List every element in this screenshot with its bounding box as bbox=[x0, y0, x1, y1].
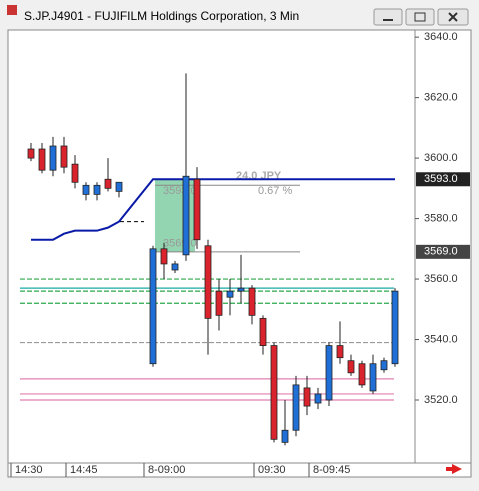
candle-body bbox=[149, 248, 157, 365]
candle-body bbox=[204, 245, 212, 319]
candle-body bbox=[358, 363, 366, 386]
candle-body bbox=[292, 384, 300, 431]
minimize-button[interactable] bbox=[373, 8, 403, 26]
candle-body bbox=[38, 148, 46, 171]
scroll-arrow[interactable] bbox=[446, 464, 462, 474]
measure-label: 0.67 % bbox=[258, 185, 292, 197]
y-tick-label: 3600.0 bbox=[424, 152, 458, 164]
time-axis bbox=[7, 462, 472, 478]
price-marker bbox=[416, 244, 470, 259]
price-marker-label: 3569.0 bbox=[424, 246, 458, 258]
candle-body bbox=[259, 317, 267, 346]
candle-body bbox=[160, 248, 168, 265]
maximize-icon bbox=[414, 12, 426, 22]
candle-body bbox=[314, 393, 322, 404]
candle-body bbox=[93, 184, 101, 195]
candle-body bbox=[391, 290, 399, 365]
candle-body bbox=[71, 163, 79, 183]
candle-body bbox=[115, 181, 123, 192]
x-tick-label: 14:45 bbox=[70, 464, 98, 476]
measure-label: 3593.0 bbox=[163, 185, 197, 197]
x-tick-label: 09:30 bbox=[258, 464, 286, 476]
candle-body bbox=[171, 263, 179, 271]
y-tick-label: 3560.0 bbox=[424, 273, 458, 285]
trend-line bbox=[31, 178, 395, 241]
x-tick-label: 8-09:00 bbox=[148, 464, 185, 476]
price-marker-label: 3593.0 bbox=[424, 173, 458, 185]
candle-body bbox=[215, 290, 223, 316]
price-marker bbox=[416, 172, 470, 187]
candle-body bbox=[82, 184, 90, 195]
y-tick-label: 3540.0 bbox=[424, 333, 458, 345]
y-tick-label: 3640.0 bbox=[424, 31, 458, 43]
candle-body bbox=[104, 178, 112, 189]
candle-body bbox=[27, 148, 35, 159]
candle-body bbox=[369, 363, 377, 392]
candle-body bbox=[49, 145, 57, 171]
candle-body bbox=[237, 287, 245, 292]
candle-body bbox=[60, 145, 68, 168]
window-buttons[interactable] bbox=[373, 8, 469, 26]
candle-body bbox=[193, 178, 201, 241]
candle-body bbox=[226, 290, 234, 298]
close-icon bbox=[448, 12, 458, 22]
x-tick-label: 14:30 bbox=[15, 464, 43, 476]
maximize-button[interactable] bbox=[405, 8, 435, 26]
measure-label: 3569.0 bbox=[163, 238, 197, 250]
candle-body bbox=[303, 387, 311, 407]
x-tick-label: 8-09:45 bbox=[313, 464, 350, 476]
candle-body bbox=[325, 345, 333, 401]
y-tick-label: 3580.0 bbox=[424, 212, 458, 224]
plot-area bbox=[7, 29, 416, 464]
measure-label: 24.0 JPY bbox=[236, 170, 282, 182]
y-tick-label: 3620.0 bbox=[424, 92, 458, 104]
window-icon bbox=[7, 5, 17, 15]
candle-body bbox=[270, 345, 278, 440]
candle-body bbox=[380, 360, 388, 371]
y-tick-label: 3520.0 bbox=[424, 394, 458, 406]
candle-body bbox=[336, 345, 344, 359]
window-title: S.JP.J4901 - FUJIFILM Holdings Corporati… bbox=[24, 9, 299, 23]
candle-body bbox=[347, 360, 355, 374]
candle-body bbox=[281, 429, 289, 443]
candle-body bbox=[182, 175, 190, 256]
candle-body bbox=[248, 287, 256, 316]
